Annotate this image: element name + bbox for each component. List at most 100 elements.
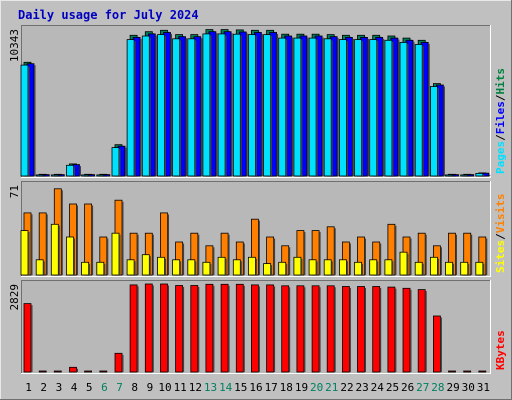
bar-shadow-hits-files-12 xyxy=(200,38,203,177)
series-hits-files xyxy=(26,31,491,177)
bar-shadow-hits-files-22 xyxy=(352,38,354,177)
bar-shadow-visits-sites-20 xyxy=(316,261,318,275)
bar-shadow-hits-files-28 xyxy=(443,86,445,176)
bar-shadow-hits-pages-16 xyxy=(255,36,257,176)
bar-visits-sites-27 xyxy=(414,261,423,276)
bar-hits-pages-8 xyxy=(126,39,135,177)
x-tick-label-15: 15 xyxy=(234,381,247,394)
bar-visits-sites-1 xyxy=(20,230,29,276)
legend-visits: Sites/Visits xyxy=(494,194,507,274)
bar-kbytes-kbytes-9 xyxy=(144,283,153,373)
bar-shadow-kbytes-kbytes-13 xyxy=(212,285,215,372)
bar-shadow-hits-pages-28 xyxy=(437,88,439,176)
bar-hits-pages-1 xyxy=(20,64,29,177)
bar-shadow-visits-sites-22 xyxy=(346,261,348,275)
bar-shadow-hits-pages-7 xyxy=(119,149,121,176)
bar-shadow-visits-visits-19 xyxy=(303,232,306,275)
bar-visits-sites-21 xyxy=(323,259,332,276)
bar-shadow-hits-files-31 xyxy=(488,174,491,176)
x-tick-label-5: 5 xyxy=(86,381,93,394)
bar-shadow-visits-visits-25 xyxy=(394,225,397,275)
bar-shadow-kbytes-kbytes-25 xyxy=(394,288,397,372)
bar-shadow-kbytes-kbytes-4 xyxy=(76,368,78,372)
bar-hits-pages-23 xyxy=(354,39,362,177)
bar-kbytes-kbytes-8 xyxy=(129,284,138,373)
bar-shadow-kbytes-kbytes-12 xyxy=(197,287,200,372)
bar-hits-pages-28 xyxy=(429,86,438,177)
bar-shadow-visits-sites-27 xyxy=(422,263,424,275)
bar-shadow-visits-sites-5 xyxy=(88,263,91,275)
bar-shadow-visits-sites-23 xyxy=(361,263,363,275)
bar-shadow-hits-pages-9 xyxy=(149,37,151,176)
bar-shadow-visits-visits-22 xyxy=(349,243,351,275)
bar-visits-sites-23 xyxy=(354,261,362,276)
bar-shadow-visits-visits-1 xyxy=(31,214,33,275)
bar-kbytes-kbytes-27 xyxy=(417,289,426,373)
bar-hits-pages-26 xyxy=(399,42,408,177)
legend-entry-visits-0: Sites xyxy=(494,240,507,273)
bar-kbytes-kbytes-6 xyxy=(99,370,108,373)
bar-shadow-hits-pages-14 xyxy=(225,35,227,177)
bar-shadow-hits-files-14 xyxy=(231,33,233,177)
bar-kbytes-kbytes-3 xyxy=(53,370,62,373)
bar-hits-pages-6 xyxy=(96,174,105,177)
bar-hits-pages-25 xyxy=(384,39,393,177)
x-tick-label-2: 2 xyxy=(40,381,47,394)
bar-shadow-kbytes-kbytes-27 xyxy=(425,291,427,372)
bar-shadow-visits-visits-20 xyxy=(319,232,321,275)
x-tick-label-4: 4 xyxy=(71,381,78,394)
bar-visits-sites-30 xyxy=(460,261,469,276)
bar-visits-sites-14 xyxy=(217,256,226,276)
bar-shadow-visits-visits-13 xyxy=(212,247,215,275)
bar-shadow-kbytes-kbytes-24 xyxy=(379,288,382,372)
bar-shadow-kbytes-kbytes-11 xyxy=(182,287,185,372)
bar-hits-pages-31 xyxy=(475,172,484,177)
y-max-label-hits: 10343 xyxy=(8,29,21,62)
bar-kbytes-kbytes-16 xyxy=(250,284,259,373)
x-tick-label-3: 3 xyxy=(56,381,63,394)
bar-shadow-visits-sites-17 xyxy=(270,265,273,275)
bar-shadow-visits-sites-18 xyxy=(285,263,288,275)
bar-hits-pages-11 xyxy=(172,38,181,177)
bar-shadow-kbytes-kbytes-16 xyxy=(258,286,260,372)
legend-entry-hits-1: / xyxy=(494,134,507,141)
bar-shadow-hits-pages-21 xyxy=(331,40,333,176)
bar-shadow-kbytes-kbytes-14 xyxy=(228,285,230,372)
bar-kbytes-kbytes-29 xyxy=(448,370,456,373)
legend-entry-visits-2: Visits xyxy=(494,194,507,234)
bar-kbytes-kbytes-12 xyxy=(190,285,199,373)
bar-visits-sites-7 xyxy=(111,232,120,276)
bar-shadow-visits-sites-16 xyxy=(255,258,257,275)
bar-kbytes-kbytes-31 xyxy=(478,370,487,373)
bar-shadow-hits-pages-25 xyxy=(391,41,394,176)
bar-shadow-visits-sites-28 xyxy=(437,258,439,275)
bar-shadow-visits-sites-24 xyxy=(376,261,379,275)
bar-visits-sites-22 xyxy=(338,259,347,276)
bar-visits-sites-17 xyxy=(263,263,272,276)
bar-hits-pages-27 xyxy=(414,44,423,177)
bar-shadow-visits-visits-23 xyxy=(364,238,366,275)
series-visits-visits xyxy=(23,188,488,276)
bar-hits-pages-15 xyxy=(232,33,241,177)
bar-visits-sites-4 xyxy=(66,236,74,276)
x-tick-label-26: 26 xyxy=(401,381,414,394)
bar-shadow-visits-visits-2 xyxy=(46,214,48,275)
bar-kbytes-kbytes-19 xyxy=(296,285,305,373)
bar-shadow-kbytes-kbytes-10 xyxy=(167,285,169,372)
bar-shadow-visits-visits-10 xyxy=(167,214,169,275)
bar-shadow-hits-files-23 xyxy=(367,38,369,177)
panel-visits: 71 Sites/Visits xyxy=(8,181,507,277)
bar-shadow-kbytes-kbytes-17 xyxy=(273,286,276,372)
bar-shadow-hits-pages-11 xyxy=(179,40,182,176)
bar-shadow-visits-sites-3 xyxy=(58,225,60,275)
x-tick-label-29: 29 xyxy=(446,381,459,394)
bar-visits-sites-5 xyxy=(81,261,89,276)
bar-visits-sites-13 xyxy=(202,261,211,276)
x-tick-label-21: 21 xyxy=(325,381,338,394)
bar-shadow-hits-pages-1 xyxy=(28,66,30,176)
bar-visits-sites-28 xyxy=(429,256,438,276)
series-visits-sites xyxy=(20,223,485,276)
bar-shadow-kbytes-kbytes-21 xyxy=(334,287,336,372)
legend-entry-visits-1: / xyxy=(494,233,507,240)
bar-visits-sites-20 xyxy=(308,259,317,276)
